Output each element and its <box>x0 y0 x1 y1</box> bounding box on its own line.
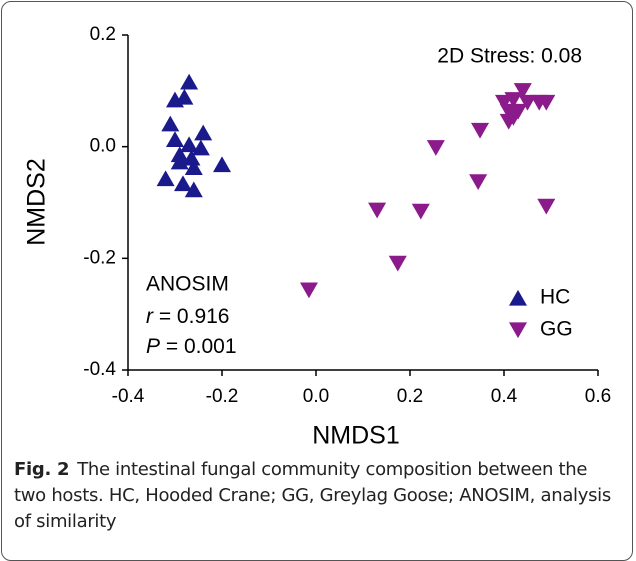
legend-label: HC <box>540 286 570 309</box>
point <box>191 139 210 156</box>
y-tick-label: 0.0 <box>90 136 116 157</box>
point <box>175 88 194 105</box>
anosim-stat: r = 0.916 <box>146 305 229 328</box>
point <box>161 115 180 132</box>
x-tick-label: -0.2 <box>206 386 239 407</box>
caption-text: The intestinal fungal community composit… <box>14 459 611 532</box>
point <box>504 92 523 108</box>
y-axis-title: NMDS2 <box>23 158 51 246</box>
point <box>194 124 213 141</box>
caption-label: Fig. 2 <box>14 459 70 480</box>
point <box>180 73 199 90</box>
chart: NMDS1 NMDS2 2D Stress: 0.08 ANOSIM -0.4 -… <box>23 24 612 450</box>
point <box>518 94 537 111</box>
y-tick-label: 0.2 <box>90 24 116 45</box>
point <box>184 181 203 198</box>
point <box>182 149 201 166</box>
point <box>184 159 203 175</box>
point <box>469 174 488 190</box>
x-tick-label: 0.4 <box>491 386 518 407</box>
point <box>173 175 192 192</box>
x-axis-title: NMDS1 <box>312 422 400 450</box>
point <box>180 136 199 153</box>
anosim-title: ANOSIM <box>146 273 229 296</box>
point <box>513 83 532 99</box>
legend-marker <box>509 289 527 306</box>
y-tick-label: -0.4 <box>83 359 116 380</box>
point <box>471 122 490 139</box>
anosim-stat: P = 0.001 <box>146 335 237 358</box>
x-tick-label: 0.2 <box>397 386 423 407</box>
point <box>368 202 387 219</box>
point <box>299 282 318 299</box>
stat-symbol: r <box>146 305 154 328</box>
point <box>537 94 556 111</box>
stat-value: = 0.916 <box>153 305 229 328</box>
point <box>426 140 445 156</box>
point <box>170 153 189 170</box>
point <box>388 255 407 272</box>
point <box>156 170 175 187</box>
stat-value: = 0.001 <box>160 335 236 358</box>
y-tick-label: -0.2 <box>83 247 116 268</box>
x-tick-label: 0.0 <box>303 386 329 407</box>
stress-label: 2D Stress: 0.08 <box>437 45 582 68</box>
point <box>504 109 523 126</box>
legend-label: GG <box>540 318 573 341</box>
stat-symbol: P <box>146 335 160 358</box>
legend-marker <box>509 322 527 339</box>
point <box>166 131 184 148</box>
point <box>213 156 231 173</box>
caption: Fig. 2 The intestinal fungal community co… <box>14 457 614 535</box>
point <box>537 198 556 215</box>
x-tick-label: -0.4 <box>112 386 145 407</box>
point <box>411 203 430 220</box>
x-tick-label: 0.6 <box>585 386 611 407</box>
